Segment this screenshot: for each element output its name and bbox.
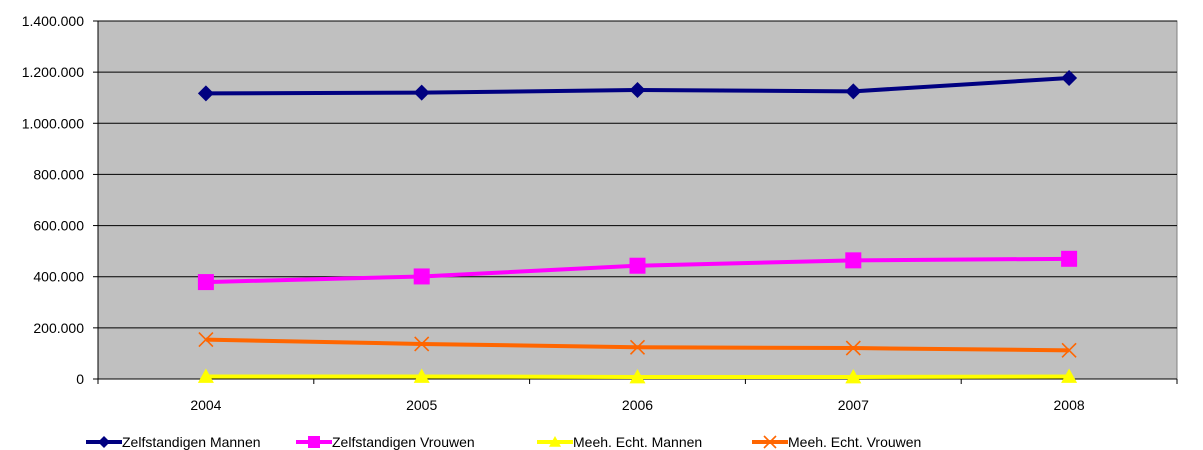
data-point bbox=[413, 268, 430, 285]
legend-label: Meeh. Echt. Mannen bbox=[573, 434, 702, 450]
x-axis-tick-labels: 2004 2005 2006 2007 2008 bbox=[190, 397, 1085, 413]
y-tick-label: 1.000.000 bbox=[22, 115, 84, 131]
legend-item: Meeh. Echt. Vrouwen bbox=[752, 434, 921, 450]
data-point bbox=[629, 339, 646, 355]
legend-label: Zelfstandigen Mannen bbox=[122, 434, 261, 450]
data-point bbox=[197, 274, 214, 291]
data-point bbox=[1061, 250, 1078, 267]
data-point bbox=[845, 252, 862, 269]
data-point bbox=[414, 336, 430, 352]
data-point bbox=[197, 85, 214, 102]
y-tick-label: 200.000 bbox=[33, 320, 84, 336]
series-zelfstandigen-vrouwen bbox=[197, 250, 1078, 291]
series-meeh-echt-vrouwen bbox=[198, 332, 1077, 358]
series-zelfstandigen-mannen bbox=[197, 70, 1078, 102]
y-axis-tick-labels: 0 200.000 400.000 600.000 800.000 1.000.000 1.… bbox=[22, 13, 85, 387]
data-point bbox=[845, 83, 862, 100]
data-point bbox=[845, 340, 861, 356]
data-point bbox=[629, 82, 646, 99]
legend-marker bbox=[98, 436, 110, 448]
legend-label: Zelfstandigen Vrouwen bbox=[332, 434, 475, 450]
x-tick-label: 2005 bbox=[406, 397, 437, 413]
legend-item: Zelfstandigen Mannen bbox=[86, 434, 261, 450]
data-point bbox=[629, 368, 646, 384]
x-tick-label: 2008 bbox=[1054, 397, 1085, 413]
data-point bbox=[845, 368, 862, 384]
data-point bbox=[198, 332, 214, 348]
gridlines bbox=[98, 20, 1177, 329]
plot-area bbox=[97, 20, 1178, 380]
series-layer bbox=[197, 70, 1078, 384]
legend-label: Meeh. Echt. Vrouwen bbox=[788, 434, 921, 450]
legend-marker bbox=[549, 436, 561, 447]
y-tick-label: 600.000 bbox=[33, 218, 84, 234]
legend-marker bbox=[308, 436, 320, 448]
legend-item: Zelfstandigen Vrouwen bbox=[296, 434, 475, 450]
y-tick-label: 0 bbox=[76, 371, 84, 387]
data-point bbox=[197, 368, 214, 383]
x-tick-label: 2007 bbox=[838, 397, 869, 413]
legend-marker bbox=[763, 435, 777, 449]
y-tick-label: 1.400.000 bbox=[22, 13, 84, 29]
legend-item: Meeh. Echt. Mannen bbox=[537, 434, 702, 450]
y-tick-label: 1.200.000 bbox=[22, 64, 84, 80]
y-tick-label: 800.000 bbox=[33, 166, 84, 182]
x-tick-label: 2006 bbox=[622, 397, 653, 413]
x-tick-label: 2004 bbox=[190, 397, 221, 413]
legend: Zelfstandigen Mannen Zelfstandigen Vrouwe… bbox=[86, 434, 921, 450]
data-point bbox=[1061, 342, 1077, 358]
data-point bbox=[1061, 70, 1078, 87]
data-point bbox=[413, 368, 430, 383]
data-point bbox=[629, 257, 646, 274]
data-point bbox=[1061, 368, 1078, 383]
y-tick-label: 400.000 bbox=[33, 269, 84, 285]
data-point bbox=[413, 84, 430, 101]
series-meeh-echt-mannen bbox=[197, 368, 1078, 384]
